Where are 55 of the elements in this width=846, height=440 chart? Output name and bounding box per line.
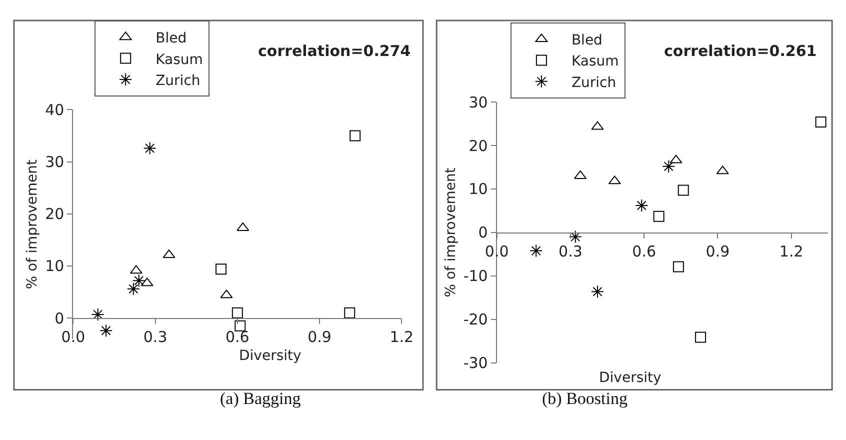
point <box>635 199 648 212</box>
x-tick-label: 0.0 <box>61 328 86 346</box>
y-tick-label: 30 <box>45 153 64 172</box>
y-axis-title: % of improvement <box>442 167 459 298</box>
y-tick-label: 10 <box>468 180 488 198</box>
point <box>568 230 582 244</box>
point <box>143 142 156 155</box>
x-tick-label: 1.2 <box>779 242 804 260</box>
y-tick-label: 20 <box>45 205 64 224</box>
point <box>695 332 706 343</box>
point <box>344 307 356 318</box>
legend-label: Kasum <box>156 52 203 68</box>
text: (b) Boosting <box>542 389 628 408</box>
y-tick-label: 0 <box>478 224 488 242</box>
y-tick-label: 0 <box>54 309 64 328</box>
point <box>216 264 227 275</box>
point <box>530 244 543 258</box>
y-axis-title: % of improvement <box>24 158 41 290</box>
text: correlation=0.274 <box>258 42 411 60</box>
point <box>672 261 684 272</box>
point <box>132 274 146 288</box>
x-tick-label: 0.6 <box>632 242 656 260</box>
point <box>590 285 604 298</box>
legend-label: Bled <box>156 30 187 47</box>
x-axis-title: Diversity <box>599 370 662 386</box>
point <box>91 308 104 321</box>
x-tick-label: 0.9 <box>308 328 332 346</box>
y-tick-label: 30 <box>468 93 488 112</box>
y-tick-label: -10 <box>463 267 488 286</box>
x-tick-label: 0.9 <box>706 242 730 260</box>
point <box>232 307 243 318</box>
point <box>100 324 113 338</box>
point <box>350 130 361 142</box>
y-tick-label: 40 <box>45 100 64 119</box>
point <box>234 320 246 332</box>
legend-label: Zurich <box>571 74 616 91</box>
y-tick-label: -30 <box>463 354 488 372</box>
point <box>653 210 664 222</box>
text: (a) Bagging <box>220 389 302 408</box>
point <box>678 184 689 196</box>
y-tick-label: -20 <box>463 310 488 329</box>
legend-label: Kasum <box>571 54 619 70</box>
x-tick-label: 0.3 <box>143 328 168 346</box>
point <box>126 282 140 296</box>
point <box>815 116 826 128</box>
y-tick-label: 10 <box>45 257 64 276</box>
text: correlation=0.261 <box>664 42 817 60</box>
x-tick-label: 1.2 <box>390 328 414 346</box>
x-tick-label: 0.6 <box>225 328 250 346</box>
legend-label: Bled <box>571 32 602 48</box>
legend-label: Zurich <box>156 72 200 89</box>
x-tick-label: 0.3 <box>558 242 582 260</box>
x-axis-title: Diversity <box>239 348 302 364</box>
y-tick-label: 20 <box>468 136 488 155</box>
point <box>662 160 676 173</box>
